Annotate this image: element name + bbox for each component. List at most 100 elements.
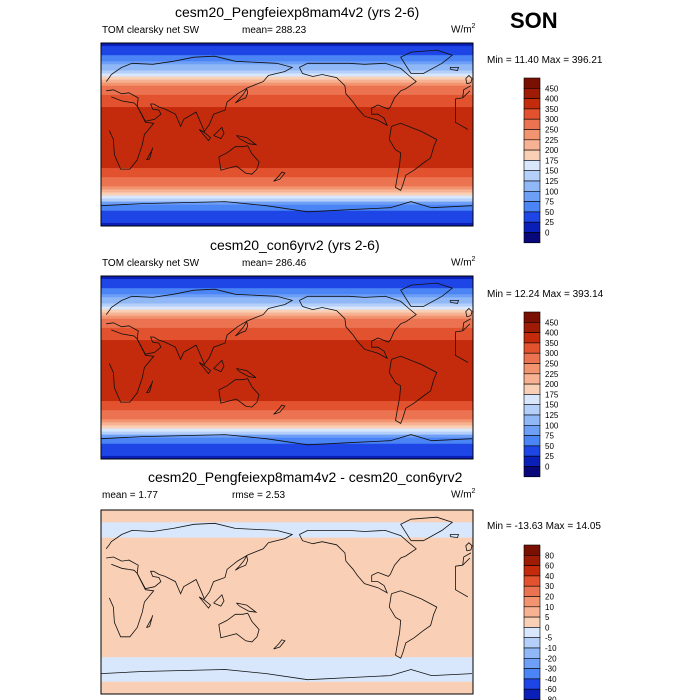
lat-band [101, 309, 473, 314]
lat-band [101, 455, 473, 459]
colorbar-box [523, 201, 541, 213]
lat-band [101, 186, 473, 190]
lat-band [101, 282, 473, 286]
lat-band [101, 364, 473, 369]
coastline [273, 171, 286, 182]
coastline [236, 368, 257, 379]
lat-band [101, 91, 473, 96]
lat-band [101, 324, 473, 329]
lat-band [101, 128, 473, 133]
lat-band [101, 146, 473, 151]
lat-band [101, 605, 473, 609]
colorbar-tick-label: 125 [545, 411, 559, 420]
colorbar-tick-label: 125 [545, 177, 559, 186]
colorbar-box [523, 616, 541, 628]
lat-band [101, 534, 473, 539]
lat-band [101, 143, 473, 148]
coastline [198, 362, 212, 375]
coastline [213, 359, 225, 373]
colorbar-tick-label: 100 [545, 421, 559, 430]
colorbar-tick-label: 200 [545, 146, 559, 155]
lat-band [101, 300, 473, 305]
lat-band [101, 204, 473, 209]
colorbar-box [523, 352, 541, 364]
lat-band [101, 370, 473, 375]
lat-band [101, 285, 473, 289]
panel-2-mean-label: mean= 286.46 [242, 258, 307, 269]
lat-band [101, 678, 473, 683]
colorbar-box [523, 445, 541, 457]
lat-band [101, 419, 473, 423]
lat-band [101, 684, 473, 689]
lat-band [101, 70, 473, 75]
colorbar-tick-label: 175 [545, 390, 559, 399]
coastline [146, 615, 154, 628]
lat-band [101, 367, 473, 372]
lat-band [101, 327, 473, 332]
lat-band [101, 556, 473, 560]
colorbar-box [523, 466, 541, 478]
lat-band [101, 337, 473, 341]
lat-band [101, 346, 473, 350]
colorbar-tick-label: 450 [545, 84, 559, 93]
lat-band [101, 666, 473, 671]
lat-band [101, 49, 473, 53]
lat-band [101, 330, 473, 335]
coastline [235, 87, 249, 104]
colorbar-tick-label: 150 [545, 401, 559, 410]
lat-band [101, 513, 473, 517]
lat-band [101, 94, 473, 99]
lat-band [101, 648, 473, 652]
lat-band [101, 611, 473, 615]
lat-band [101, 641, 473, 646]
lat-band [101, 116, 473, 120]
colorbar-box [523, 657, 541, 669]
coastline [105, 55, 472, 133]
lat-band [101, 73, 473, 78]
colorbar-tick-label: 400 [545, 95, 559, 104]
colorbar-tick-label: 50 [545, 442, 554, 451]
colorbar-tick-label: 200 [545, 380, 559, 389]
lat-band [101, 361, 473, 366]
lat-band [101, 201, 473, 206]
lat-band [101, 510, 473, 514]
coastline [400, 516, 454, 542]
lat-band [101, 137, 473, 142]
lat-band [101, 88, 473, 93]
colorbar-box [523, 404, 541, 416]
colorbar-box [523, 575, 541, 587]
lat-band [101, 134, 473, 139]
lat-band [101, 312, 473, 317]
lat-band [101, 294, 473, 298]
lat-band [101, 657, 473, 661]
lat-band [101, 629, 473, 634]
lat-band [101, 568, 473, 572]
lat-band [101, 219, 473, 224]
colorbar-tick-label: 300 [545, 349, 559, 358]
coastline [105, 288, 472, 366]
colorbar-box [523, 668, 541, 680]
colorbar-box [523, 585, 541, 597]
lat-band [101, 152, 473, 157]
lat-band [101, 79, 473, 84]
map-panel-1 [100, 42, 474, 227]
coastline [198, 596, 212, 609]
colorbar-box [523, 342, 541, 354]
lat-band [101, 192, 473, 197]
lat-band [101, 525, 473, 529]
panel-1-minmax: Min = 11.40 Max = 396.21 [487, 55, 603, 66]
lat-band [101, 404, 473, 408]
lat-band [101, 207, 473, 212]
lat-band [101, 598, 473, 603]
lat-band [101, 416, 473, 420]
colorbar-box [523, 139, 541, 151]
panel-3-rmse-label: rmse = 2.53 [232, 490, 286, 501]
lat-band [101, 195, 473, 200]
coastline [108, 563, 469, 638]
lat-band [101, 589, 473, 594]
lat-band [101, 306, 473, 311]
colorbar-tick-label: 75 [545, 198, 554, 207]
colorbar-box [523, 191, 541, 202]
lat-band [101, 413, 473, 417]
